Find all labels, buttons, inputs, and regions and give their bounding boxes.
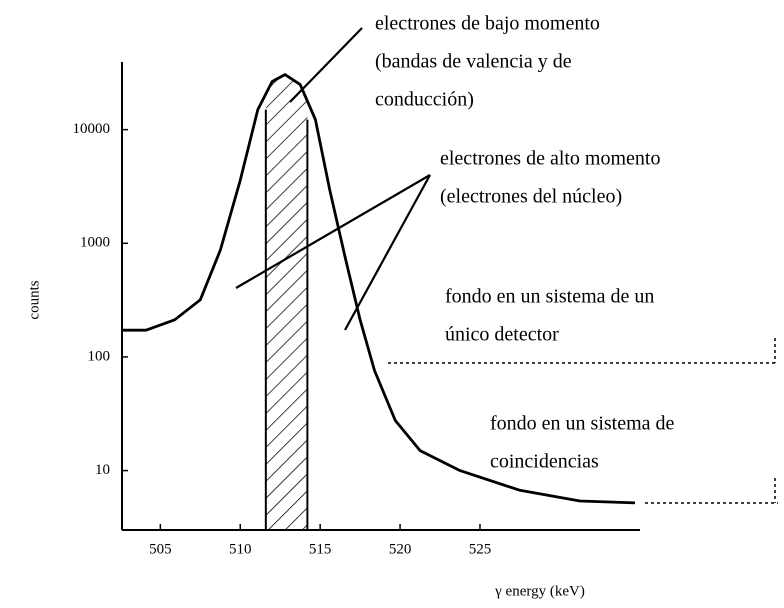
x-tick-label: 525	[469, 541, 492, 557]
annotation: fondo en un sistema de un	[445, 286, 654, 308]
y-tick-label: 1000	[80, 235, 110, 251]
data-line	[122, 73, 636, 505]
annotation-arrows	[235, 27, 431, 331]
x-tick-label: 505	[149, 541, 172, 557]
x-axis-label: γ energy (keV)	[494, 583, 585, 599]
x-tick-label: 520	[389, 541, 412, 557]
annotation: coincidencias	[490, 451, 599, 473]
annotation: (electrones del núcleo)	[440, 186, 622, 208]
annotation: conducción)	[375, 89, 474, 111]
annotation: electrones de alto momento	[440, 148, 660, 170]
annotations: electrones de bajo momento (bandas de val…	[375, 13, 675, 473]
y-tick-label: 100	[88, 348, 111, 364]
plot	[122, 73, 636, 530]
annotation: fondo en un sistema de	[490, 413, 675, 435]
x-tick-label: 515	[309, 541, 332, 557]
y-axis-label: counts	[26, 280, 42, 319]
background-markers	[388, 338, 778, 504]
y-tick-label: 10000	[73, 121, 111, 137]
annotation: electrones de bajo momento	[375, 13, 600, 35]
highlight-band	[265, 74, 308, 530]
annotation: (bandas de valencia y de	[375, 51, 572, 73]
y-tick-label: 10	[95, 462, 110, 478]
x-tick-label: 510	[229, 541, 252, 557]
annotation: único detector	[445, 324, 559, 346]
